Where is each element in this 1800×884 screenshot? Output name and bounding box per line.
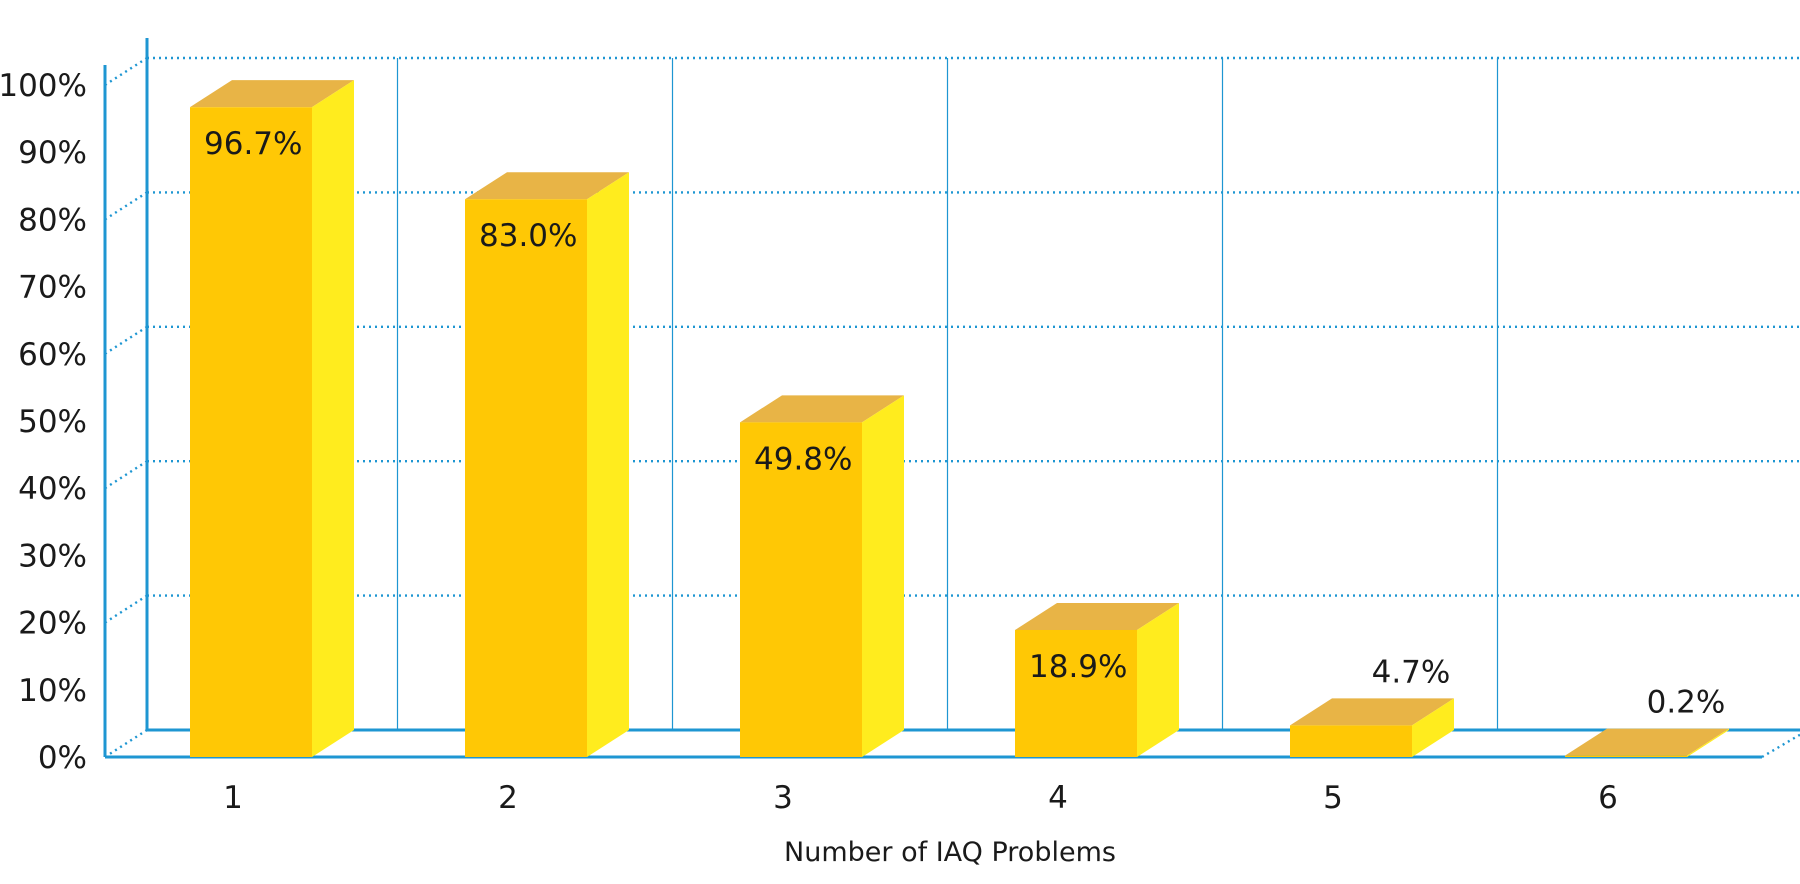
bar-side-face <box>1137 602 1179 757</box>
y-tick-label-100: 100% <box>0 68 87 104</box>
floor-right-edge <box>1761 733 1800 759</box>
bar-top-face <box>190 80 354 108</box>
x-tick-label-5: 5 <box>1323 780 1343 816</box>
y-tick-label-40: 40% <box>18 471 87 507</box>
bar-top-face <box>1290 698 1454 726</box>
bar-front-face <box>1290 725 1412 757</box>
axes <box>103 38 1800 759</box>
y-tick-label-90: 90% <box>18 135 87 171</box>
x-tick-label-4: 4 <box>1048 780 1068 816</box>
bar-3: 49.8% <box>740 395 904 757</box>
gridline-connector-60 <box>104 325 148 355</box>
data-label-6: 0.2% <box>1647 685 1726 721</box>
y-tick-label-80: 80% <box>18 202 87 238</box>
y-tick-label-20: 20% <box>18 606 87 642</box>
bar-side-face <box>862 395 904 757</box>
gridline-connector-40 <box>104 460 148 490</box>
chart-back-wall <box>396 58 1499 730</box>
x-axis-title: Number of IAQ Problems <box>784 837 1116 868</box>
gridline-connector-100 <box>104 56 148 87</box>
bar-front-face <box>1565 755 1687 757</box>
y-tick-label-10: 10% <box>18 673 87 709</box>
x-tick-label-1: 1 <box>223 780 243 816</box>
x-tick-label-6: 6 <box>1598 780 1618 816</box>
bar-4: 18.9% <box>1015 602 1179 757</box>
x-tick-label-2: 2 <box>498 780 518 816</box>
data-label-5: 4.7% <box>1372 654 1451 690</box>
y-tick-label-70: 70% <box>18 270 87 306</box>
bar-front-face <box>740 422 862 757</box>
bar-front-face <box>465 199 587 758</box>
y-tick-label-0: 0% <box>38 740 87 776</box>
bar-top-face <box>1015 602 1179 630</box>
bar-side-face <box>587 172 629 758</box>
data-label-2: 83.0% <box>479 218 577 254</box>
bar-top-face <box>740 395 904 423</box>
bar-5: 4.7% <box>1290 654 1454 757</box>
data-label-3: 49.8% <box>754 441 852 477</box>
bar-side-face <box>1687 728 1729 757</box>
gridline-connector-80 <box>104 191 148 221</box>
y-axis-tick-labels: 0% 10% 20% 30% 40% 50% 60% 70% 80% 90% 100% <box>0 68 87 776</box>
bar-2: 83.0% <box>465 172 629 758</box>
data-label-1: 96.7% <box>204 126 302 162</box>
x-axis-tick-labels: 1 2 3 4 5 6 <box>223 780 1618 816</box>
y-tick-label-30: 30% <box>18 538 87 574</box>
bar-top-face <box>465 172 629 200</box>
bars: 96.7% 83.0% 49.8% 18.9% 4.7% 0.2% <box>190 80 1729 758</box>
bar-front-face <box>190 107 312 757</box>
data-label-4: 18.9% <box>1029 649 1127 685</box>
bar-6: 0.2% <box>1565 685 1729 757</box>
bar-side-face <box>1412 698 1454 757</box>
y-tick-label-50: 50% <box>18 404 87 440</box>
bar-1: 96.7% <box>190 80 354 757</box>
bar-side-face <box>312 80 354 757</box>
y-tick-label-60: 60% <box>18 337 87 373</box>
gridline-connector-0 <box>104 728 148 759</box>
bar-front-face <box>1015 629 1137 757</box>
gridlines <box>104 56 1800 759</box>
bar-top-face <box>1565 728 1729 756</box>
x-tick-label-3: 3 <box>773 780 793 816</box>
gridline-connector-20 <box>104 594 148 624</box>
